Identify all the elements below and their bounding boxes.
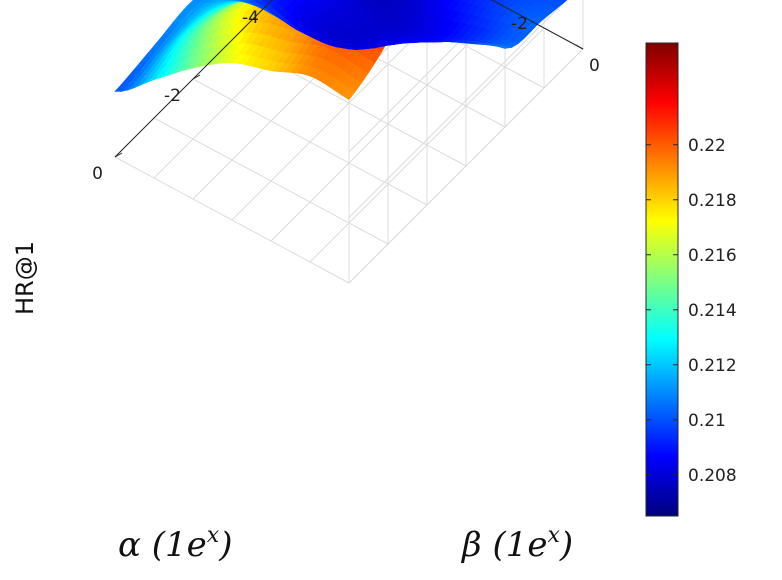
wall-grid-line <box>348 0 568 218</box>
surface-patch <box>452 0 461 2</box>
x-tick-label: 0 <box>92 164 103 184</box>
colorbar-tick-label: 0.208 <box>688 466 737 486</box>
surface-patch <box>458 0 469 4</box>
surface-patch <box>329 0 342 6</box>
colorbar: 0.208 0.21 0.212 0.214 0.216 0.218 0.22 <box>645 42 737 517</box>
surface-patch <box>356 0 368 4</box>
y-tick-mark <box>575 44 584 50</box>
surface-patch <box>314 0 319 3</box>
surface-patch <box>537 0 548 3</box>
surface-patch <box>517 0 529 4</box>
colorbar-fill <box>645 42 679 517</box>
colorbar-tick-label: 0.22 <box>688 136 726 156</box>
colorbar-tick-label: 0.21 <box>688 411 726 431</box>
y-axis-label-main: β (1e <box>460 525 547 565</box>
surface-patch <box>253 0 266 4</box>
y-axis-label-sup: x <box>547 523 560 548</box>
surface-patch <box>387 0 398 4</box>
surface-patch <box>413 0 423 3</box>
y-tick-mark <box>497 2 506 8</box>
surface-patch <box>316 0 330 8</box>
surface-patch <box>343 0 355 5</box>
y-tick-label: -2 <box>511 14 528 34</box>
surface-patch <box>273 0 282 3</box>
x-floor-edge <box>490 0 584 50</box>
x-tick-mark <box>114 152 123 158</box>
tick-labels: 0.2050.210.2150.220.225-6-4-20-6-4-20 <box>92 0 600 184</box>
colorbar-tick-label: 0.212 <box>688 356 737 376</box>
surface-patch <box>419 0 431 5</box>
wall-grid-line <box>348 0 437 87</box>
y-tick-label: 0 <box>589 56 600 76</box>
y-floor-edge <box>114 0 273 158</box>
x-axis-label-sup: x <box>207 523 220 548</box>
wall-grid-line <box>348 48 584 284</box>
x-axis-label: α (1ex) <box>118 523 232 565</box>
surface-patch <box>491 0 502 3</box>
surface-patch <box>299 0 307 4</box>
colorbar-tick-label: 0.218 <box>688 191 737 211</box>
surface-patch <box>370 0 379 3</box>
surface-mesh <box>114 0 568 100</box>
surface-patch <box>556 0 568 4</box>
z-axis-label: HR@1 <box>11 241 39 315</box>
surface-patch <box>262 0 267 2</box>
colorbar-tick-label: 0.216 <box>688 246 737 266</box>
x-axis-label-main: α (1e <box>118 525 207 565</box>
x-tick-mark <box>270 0 274 2</box>
axes-frame <box>114 0 584 158</box>
y-axis-label-end: ) <box>559 525 573 565</box>
y-axis-label: β (1ex) <box>460 523 573 565</box>
surface-patch <box>286 0 295 4</box>
colorbar-ticks: 0.208 0.21 0.212 0.214 0.216 0.218 0.22 <box>646 136 737 486</box>
x-axis-label-end: ) <box>218 525 232 565</box>
colorbar-tick-label: 0.214 <box>688 301 737 321</box>
x-tick-mark <box>192 74 201 80</box>
x-tick-label: -4 <box>242 8 259 28</box>
surface-patch <box>192 0 203 3</box>
x-tick-label: -2 <box>164 86 181 106</box>
